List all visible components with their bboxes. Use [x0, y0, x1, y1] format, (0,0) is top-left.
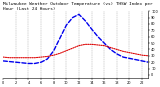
Text: Milwaukee Weather Outdoor Temperature (vs) THSW Index per Hour (Last 24 Hours): Milwaukee Weather Outdoor Temperature (v… [3, 2, 153, 11]
